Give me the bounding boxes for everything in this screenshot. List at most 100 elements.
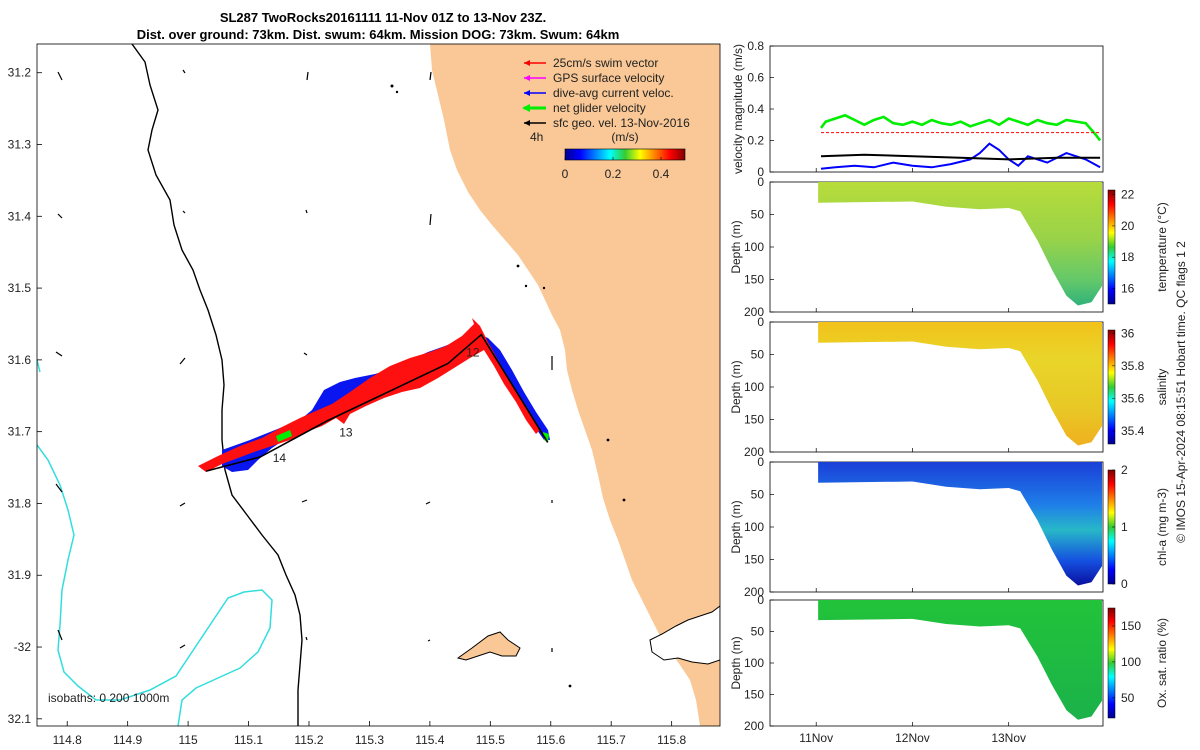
track-label-12: 12: [466, 345, 480, 359]
lat-tick-1: 31.3: [8, 138, 32, 152]
island: [456, 631, 521, 661]
map-colorbar-ticks: 0 0.2 0.4: [562, 157, 670, 181]
lat-tick-9: 32.1: [8, 712, 32, 726]
lon-tick-4: 115.2: [294, 733, 323, 747]
oxygen-ylabel: Depth (m): [729, 636, 743, 689]
salinity-ctick-0: 36: [1121, 326, 1135, 340]
net-velocity-mark-2: [543, 432, 549, 442]
oxygen-ytick-0: 0: [757, 593, 764, 607]
salinity-ctick-1: 35.8: [1121, 359, 1145, 373]
isobath-label: isobaths: 0 200 1000m: [48, 691, 169, 705]
vel-series-2: [820, 142, 1101, 170]
legend-swim: 25cm/s swim vector: [553, 56, 658, 70]
chl-a-ctick-2: 0: [1121, 577, 1128, 591]
colorbar-title: (m/s): [611, 130, 638, 144]
vel-ytick-2: 0.4: [747, 102, 764, 116]
vel-ytick-4: 0.8: [747, 39, 764, 53]
map-legend: 25cm/s swim vector GPS surface velocity …: [522, 56, 690, 181]
temperature-ctick-3: 16: [1121, 281, 1135, 295]
temperature-clabel: temperature (°C): [1155, 202, 1169, 292]
side-caption: © IMOS 15-Apr-2024 08:15:51 Hobart time.…: [1174, 241, 1188, 543]
chl-a-ytick-3: 150: [744, 553, 764, 567]
temperature-ctick-2: 18: [1121, 250, 1135, 264]
salinity-clabel: salinity: [1155, 369, 1169, 406]
chl-a-ytick-0: 0: [757, 455, 764, 469]
lat-tick-5: 31.7: [8, 425, 32, 439]
chl-a-clabel: chl-a (mg m-3): [1155, 488, 1169, 566]
oxygen-section: [818, 600, 1103, 720]
lat-tick-0: 31.2: [8, 66, 32, 80]
lon-tick-1: 114.9: [113, 733, 142, 747]
salinity-ytick-1: 50: [751, 348, 765, 362]
lat-tick-3: 31.5: [8, 281, 32, 295]
legend-net: net glider velocity: [553, 101, 646, 115]
lon-tick-5: 115.3: [355, 733, 384, 747]
lon-tick-7: 115.5: [476, 733, 505, 747]
map-colorbar: [564, 148, 686, 161]
vel-series-3: [820, 153, 1101, 161]
lat-tick-8: -32: [14, 640, 32, 654]
salinity-section: [818, 322, 1103, 446]
colorbar-prefix: 4h: [530, 130, 543, 144]
salinity-ctick-2: 35.6: [1121, 391, 1145, 405]
salinity-ytick-2: 100: [744, 380, 764, 394]
temperature-ytick-1: 50: [751, 208, 765, 222]
cb-tick-2: 0.4: [653, 167, 670, 181]
land-mass: [430, 44, 720, 726]
oxygen-ytick-1: 50: [751, 625, 765, 639]
lat-tick-7: 31.9: [8, 568, 32, 582]
temperature-ytick-2: 100: [744, 240, 764, 254]
temperature-ytick-3: 150: [744, 273, 764, 287]
salinity-ytick-0: 0: [757, 315, 764, 329]
vel-ytick-1: 0.2: [747, 134, 764, 148]
lat-tick-6: 31.8: [8, 496, 32, 510]
legend-geo: sfc geo. vel. 13-Nov-2016: [553, 116, 690, 130]
vel-series-0: [819, 113, 1102, 142]
vel-ytick-3: 0.6: [747, 71, 764, 85]
oxygen-ctick-1: 100: [1121, 655, 1141, 669]
temperature-ylabel: Depth (m): [729, 220, 743, 273]
cb-tick-1: 0.2: [605, 167, 622, 181]
chl-a-ctick-0: 2: [1121, 463, 1128, 477]
xtick-11Nov: 11Nov: [799, 731, 833, 745]
lon-tick-3: 115.1: [234, 733, 263, 747]
lon-tick-10: 115.8: [657, 733, 686, 747]
salinity-ytick-4: 200: [744, 445, 764, 459]
isobath-200m: [131, 44, 303, 726]
title-line1: SL287 TwoRocks20161111 11-Nov 01Z to 13-…: [220, 10, 546, 25]
xtick-13Nov: 13Nov: [991, 731, 1026, 745]
map-lon-ticks: 114.8 114.9 115 115.1 115.2 115.3 115.4 115.5 11…: [53, 721, 687, 747]
vel-ytick-0: 0: [757, 165, 764, 179]
temperature-ytick-0: 0: [757, 175, 764, 189]
legend-gps: GPS surface velocity: [553, 71, 664, 85]
lon-tick-6: 115.4: [415, 733, 444, 747]
oxygen-ytick-3: 150: [744, 688, 764, 702]
chl-a-ctick-1: 1: [1121, 520, 1128, 534]
title-line2: Dist. over ground: 73km. Dist. swum: 64k…: [137, 27, 620, 42]
chl-a-ylabel: Depth (m): [729, 500, 743, 553]
track-centerline: [205, 333, 549, 472]
oxygen-ctick-0: 150: [1121, 619, 1141, 633]
chl-a-ytick-1: 50: [751, 488, 765, 502]
temperature-section: [818, 182, 1103, 306]
temperature-ytick-4: 200: [744, 305, 764, 319]
glider-track: [198, 318, 550, 472]
temperature-ctick-1: 20: [1121, 219, 1135, 233]
vel-ylabel: velocity magnitude (m/s): [731, 44, 745, 174]
velocity-frame: [769, 45, 1104, 173]
oxygen-colorbar: [1107, 607, 1116, 719]
lon-tick-8: 115.6: [536, 733, 565, 747]
oxygen-ytick-4: 200: [744, 719, 764, 733]
isobath-1000m: [37, 444, 273, 726]
cb-tick-0: 0: [562, 167, 569, 181]
chl-a-section: [818, 462, 1103, 586]
lon-tick-0: 114.8: [53, 733, 82, 747]
oxygen-clabel: Ox. sat. ratio (%): [1155, 618, 1169, 708]
track-label-13: 13: [339, 426, 353, 440]
chl-a-ytick-4: 200: [744, 585, 764, 599]
xtick-12Nov: 12Nov: [895, 731, 930, 745]
oxygen-ctick-2: 50: [1121, 691, 1135, 705]
temperature-colorbar: [1107, 189, 1116, 305]
